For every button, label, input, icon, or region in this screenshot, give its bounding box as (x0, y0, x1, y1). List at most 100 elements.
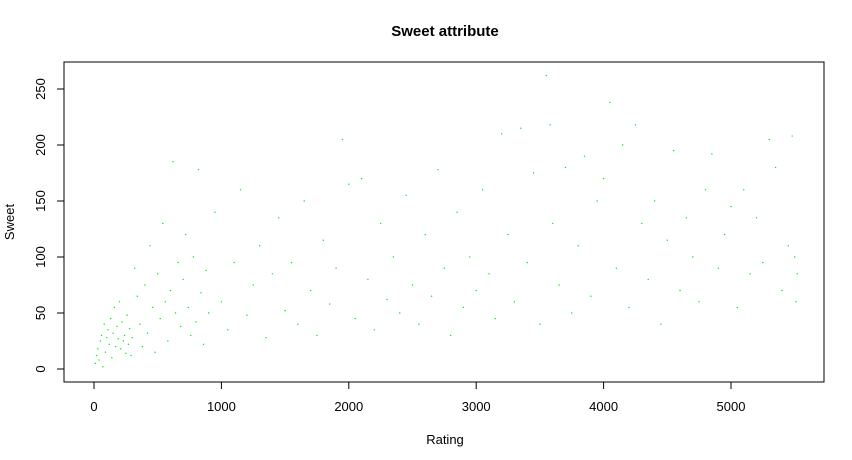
data-point (551, 222, 554, 225)
data-point (172, 161, 174, 163)
data-point (558, 284, 560, 286)
x-tick-label: 0 (90, 399, 97, 414)
data-point (749, 273, 751, 275)
data-point (679, 289, 681, 292)
data-point (641, 222, 643, 225)
x-tick-label: 3000 (462, 399, 491, 414)
data-point (794, 256, 796, 258)
data-point (214, 211, 216, 213)
x-axis-label: Rating (426, 432, 464, 447)
data-point (672, 149, 675, 152)
data-point (125, 352, 127, 355)
data-point (111, 357, 113, 359)
data-point (113, 306, 116, 309)
data-point (174, 312, 177, 314)
data-point (660, 323, 662, 325)
data-point (100, 334, 103, 337)
data-point (743, 189, 745, 191)
data-point (450, 334, 452, 337)
data-point (456, 211, 458, 213)
data-point (526, 261, 528, 264)
data-point (755, 217, 758, 219)
data-point (227, 329, 229, 331)
data-point (443, 267, 446, 269)
data-point (126, 314, 128, 316)
data-point (507, 233, 509, 236)
data-point (399, 312, 401, 314)
data-point (711, 153, 713, 155)
data-point (475, 289, 477, 292)
data-point (190, 334, 192, 337)
data-point (179, 325, 182, 328)
y-axis-label: Sweet (2, 204, 17, 241)
data-point (634, 124, 637, 126)
data-point (233, 261, 235, 264)
data-point (303, 200, 305, 202)
data-point (469, 256, 471, 258)
data-point (162, 222, 164, 225)
data-point (202, 343, 205, 346)
data-point (108, 343, 110, 346)
data-point (139, 323, 141, 325)
data-point (182, 278, 184, 281)
data-point (149, 245, 151, 247)
data-point (481, 189, 484, 191)
data-point (258, 245, 261, 247)
x-tick-label: 4000 (589, 399, 618, 414)
data-point (120, 348, 122, 350)
data-point (539, 323, 541, 325)
data-point (545, 74, 547, 77)
data-point (192, 256, 195, 258)
data-point (220, 301, 223, 303)
x-tick-label: 2000 (334, 399, 363, 414)
data-point (335, 267, 337, 269)
data-point (121, 321, 123, 323)
y-tick-label: 50 (33, 306, 48, 320)
data-point (104, 351, 107, 353)
data-point (97, 348, 99, 350)
data-point (795, 301, 797, 303)
data-point (762, 261, 764, 264)
data-point (583, 155, 586, 157)
data-point (95, 354, 98, 357)
data-point (117, 338, 119, 340)
x-tick-label: 1000 (207, 399, 236, 414)
data-point (494, 317, 497, 320)
data-point (685, 217, 688, 219)
data-point (103, 323, 105, 325)
data-point (114, 345, 117, 348)
data-point (136, 295, 139, 297)
data-point (134, 267, 136, 269)
data-point (367, 278, 369, 281)
data-point (647, 278, 649, 281)
data-point (532, 172, 535, 174)
data-point (704, 189, 707, 191)
data-point (151, 306, 154, 309)
data-point (239, 189, 242, 191)
data-point (154, 351, 156, 353)
y-tick-label: 0 (33, 365, 48, 372)
data-point (205, 269, 207, 272)
data-point (781, 289, 783, 292)
data-point (131, 336, 133, 339)
data-point (520, 127, 522, 129)
data-point (549, 124, 551, 126)
data-point (730, 205, 732, 208)
data-point (666, 239, 668, 241)
data-point (252, 284, 254, 286)
data-point (122, 340, 125, 342)
chart-title: Sweet attribute (391, 23, 499, 40)
data-point (596, 200, 598, 202)
data-point (106, 336, 108, 339)
y-ticks: 0 50 100 150 200 250 (33, 78, 64, 373)
data-point (418, 323, 420, 325)
y-tick-label: 150 (33, 190, 48, 212)
data-point (488, 273, 490, 275)
data-point (513, 301, 516, 303)
data-point (197, 168, 200, 171)
data-point (141, 345, 144, 348)
data-point (185, 233, 187, 236)
data-point (424, 233, 426, 236)
data-point (322, 239, 325, 241)
data-point (112, 332, 114, 334)
